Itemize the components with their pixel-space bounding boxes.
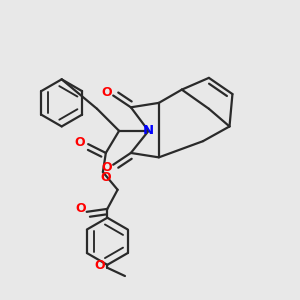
Text: O: O: [75, 202, 86, 215]
Text: O: O: [100, 172, 111, 184]
Text: O: O: [101, 161, 112, 174]
Text: O: O: [101, 86, 112, 99]
Text: N: N: [143, 124, 154, 137]
Text: O: O: [94, 259, 105, 272]
Text: O: O: [74, 136, 85, 149]
